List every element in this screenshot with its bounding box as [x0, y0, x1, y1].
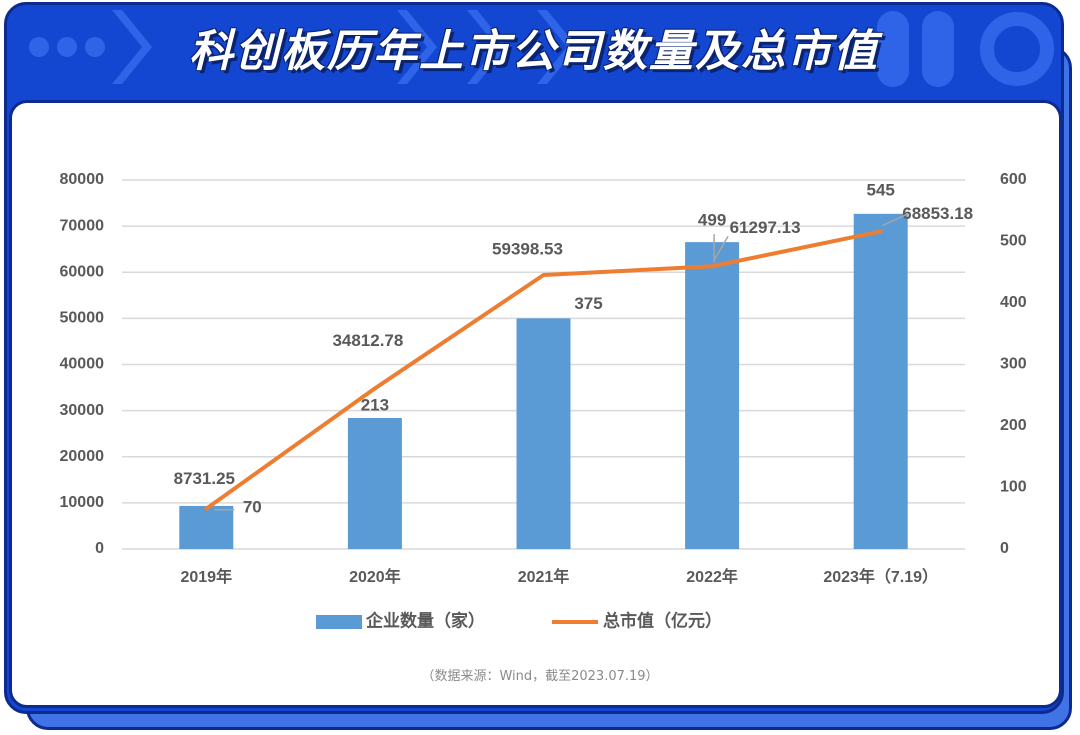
- header-decoration: [29, 10, 1054, 87]
- legend-label-bar: 企业数量（家）: [365, 610, 485, 630]
- label-leader-line: [713, 235, 729, 261]
- left-axis-tick-label: 0: [95, 540, 104, 557]
- bar-data-label: 499: [698, 211, 726, 230]
- x-axis-tick-label: 2020年: [349, 567, 401, 586]
- label-leader-line: [882, 213, 908, 227]
- right-axis-tick-label: 400: [1000, 294, 1027, 311]
- x-axis-tick-label: 2021年: [518, 567, 570, 586]
- deco-pill: [877, 11, 909, 87]
- bar: [179, 505, 234, 549]
- left-axis-tick-label: 40000: [60, 356, 105, 373]
- bar-data-label: 545: [867, 180, 895, 199]
- left-axis-tick-label: 50000: [60, 310, 105, 327]
- left-axis-tick-label: 80000: [60, 171, 105, 188]
- right-axis-tick-label: 200: [1000, 417, 1027, 434]
- line-data-label: 8731.25: [174, 469, 235, 488]
- bar: [347, 418, 402, 549]
- left-axis-tick-label: 30000: [60, 402, 105, 419]
- line-data-label: 61297.13: [730, 218, 801, 237]
- bar-data-label: 375: [574, 294, 602, 313]
- left-axis-tick-label: 10000: [60, 494, 105, 511]
- bar: [853, 213, 908, 549]
- x-axis-tick-label: 2023年（7.19）: [823, 567, 938, 586]
- bar: [685, 242, 740, 550]
- x-axis-tick-label: 2019年: [180, 567, 232, 586]
- deco-dot: [85, 37, 105, 57]
- deco-pill: [922, 11, 954, 87]
- deco-chevron: [467, 10, 507, 84]
- bar: [516, 318, 571, 549]
- left-axis-tick-label: 70000: [60, 217, 105, 234]
- right-axis-tick-label: 600: [1000, 171, 1027, 188]
- deco-dot: [57, 37, 77, 57]
- deco-chevron: [397, 10, 437, 84]
- left-axis-tick-label: 20000: [60, 448, 105, 465]
- source-note: （数据来源：Wind，截至2023.07.19）: [421, 669, 659, 684]
- line-data-label: 34812.78: [332, 331, 403, 350]
- bar-data-label: 213: [361, 395, 389, 414]
- x-axis-tick-label: 2022年: [686, 567, 738, 586]
- deco-dot: [29, 37, 49, 57]
- deco-ring: [980, 12, 1054, 86]
- left-axis-tick-label: 60000: [60, 263, 105, 280]
- right-axis-tick-label: 300: [1000, 356, 1027, 373]
- bar-data-label: 70: [243, 497, 262, 516]
- line-data-label: 59398.53: [492, 240, 563, 259]
- right-axis-tick-label: 100: [1000, 479, 1027, 496]
- chart-title: 科创板历年上市公司数量及总市值: [189, 26, 879, 77]
- line-data-label: 68853.18: [902, 204, 973, 223]
- line-series-total-market-cap: [204, 229, 883, 511]
- deco-chevron: [537, 10, 577, 84]
- right-axis-tick-label: 0: [1000, 540, 1009, 557]
- legend-swatch-bar: [316, 615, 362, 629]
- right-axis-tick-label: 500: [1000, 233, 1027, 250]
- deco-chevron: [112, 10, 152, 84]
- legend-label-line: 总市值（亿元）: [603, 610, 722, 630]
